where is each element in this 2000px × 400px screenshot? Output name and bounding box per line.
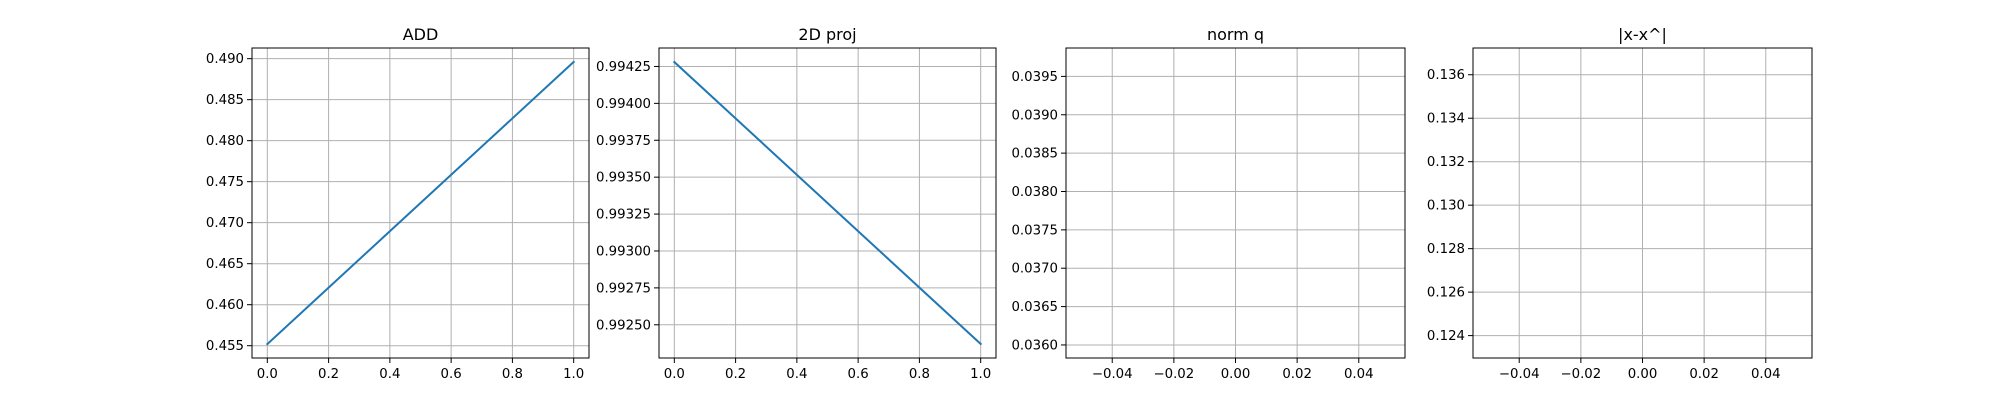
x-tick-label: 0.4 <box>786 367 807 382</box>
axes-frame <box>658 47 997 359</box>
x-tick-label: 0.02 <box>1689 367 1719 382</box>
x-tick-label: −0.02 <box>1153 367 1194 382</box>
subplot-2d-proj: 0.0 0.2 0.4 0.6 0.8 1.0 0.99250 0.99275 0.99300 0… <box>596 25 997 382</box>
y-tick-label: 0.124 <box>1427 329 1465 344</box>
subplot-title: 2D proj <box>798 25 856 44</box>
y-tick-label: 0.455 <box>206 339 244 354</box>
x-tick-label: 1.0 <box>563 367 584 382</box>
y-tick-label: 0.0365 <box>1011 300 1058 315</box>
x-tick-label: 0.02 <box>1282 367 1312 382</box>
y-tick-label: 0.0360 <box>1011 338 1058 353</box>
y-tick-label: 0.0385 <box>1011 147 1058 162</box>
y-tick-label: 0.475 <box>206 175 244 190</box>
y-tick-label: 0.0370 <box>1011 262 1058 277</box>
x-tick-label: 0.4 <box>379 367 400 382</box>
subplot-add: 0.0 0.2 0.4 0.6 0.8 1.0 0.455 0.460 0.465 0.470 0.… <box>206 25 590 382</box>
y-tick-label: 0.99400 <box>596 97 651 112</box>
y-tick-label: 0.99375 <box>596 134 651 149</box>
x-tick-label: 0.0 <box>257 367 278 382</box>
y-tick-label: 0.0375 <box>1011 223 1058 238</box>
y-tick-label: 0.490 <box>206 52 244 67</box>
axes-frame <box>251 47 590 359</box>
y-tick-label: 0.128 <box>1427 242 1465 257</box>
y-tick-label: 0.134 <box>1427 112 1465 127</box>
x-tick-label: 0.0 <box>664 367 685 382</box>
subplot-title: ADD <box>403 25 439 44</box>
x-tick-label: −0.04 <box>1092 367 1133 382</box>
y-tick-label: 0.99425 <box>596 60 651 75</box>
y-tick-label: 0.480 <box>206 134 244 149</box>
y-tick-label: 0.99275 <box>596 281 651 296</box>
y-tick-label: 0.130 <box>1427 199 1465 214</box>
y-tick-label: 0.136 <box>1427 68 1465 83</box>
y-tick-label: 0.99350 <box>596 171 651 186</box>
y-tick-label: 0.99250 <box>596 318 651 333</box>
y-tick-label: 0.470 <box>206 216 244 231</box>
x-tick-label: 0.2 <box>318 367 339 382</box>
y-tick-label: 0.465 <box>206 257 244 272</box>
x-tick-label: 0.00 <box>1221 367 1251 382</box>
x-tick-label: 0.04 <box>1751 367 1781 382</box>
x-tick-label: 1.0 <box>970 367 991 382</box>
y-tick-label: 0.0390 <box>1011 108 1058 123</box>
y-tick-label: 0.0380 <box>1011 185 1058 200</box>
y-tick-label: 0.460 <box>206 298 244 313</box>
y-tick-label: 0.99300 <box>596 244 651 259</box>
y-tick-label: 0.485 <box>206 93 244 108</box>
x-tick-label: −0.04 <box>1499 367 1540 382</box>
series-line <box>265 60 576 346</box>
subplot-title: norm q <box>1207 25 1264 44</box>
subplot-title: |x-x^| <box>1618 25 1667 44</box>
x-tick-label: 0.04 <box>1344 367 1374 382</box>
y-tick-label: 0.126 <box>1427 286 1465 301</box>
x-tick-label: 0.00 <box>1628 367 1658 382</box>
x-tick-label: 0.8 <box>909 367 930 382</box>
y-tick-label: 0.0395 <box>1011 70 1058 85</box>
x-tick-label: −0.02 <box>1560 367 1601 382</box>
x-tick-label: 0.8 <box>502 367 523 382</box>
series-line <box>672 60 983 346</box>
x-tick-label: 0.2 <box>725 367 746 382</box>
y-tick-label: 0.99325 <box>596 208 651 223</box>
x-tick-label: 0.6 <box>441 367 462 382</box>
y-tick-label: 0.132 <box>1427 155 1465 170</box>
x-tick-label: 0.6 <box>848 367 869 382</box>
subplot-norm-q: −0.04 −0.02 0.00 0.02 0.04 0.0360 0.0365 0.0370… <box>1011 25 1406 382</box>
subplot-abs-error: −0.04 −0.02 0.00 0.02 0.04 0.124 0.126 0.128 0.1… <box>1427 25 1813 382</box>
